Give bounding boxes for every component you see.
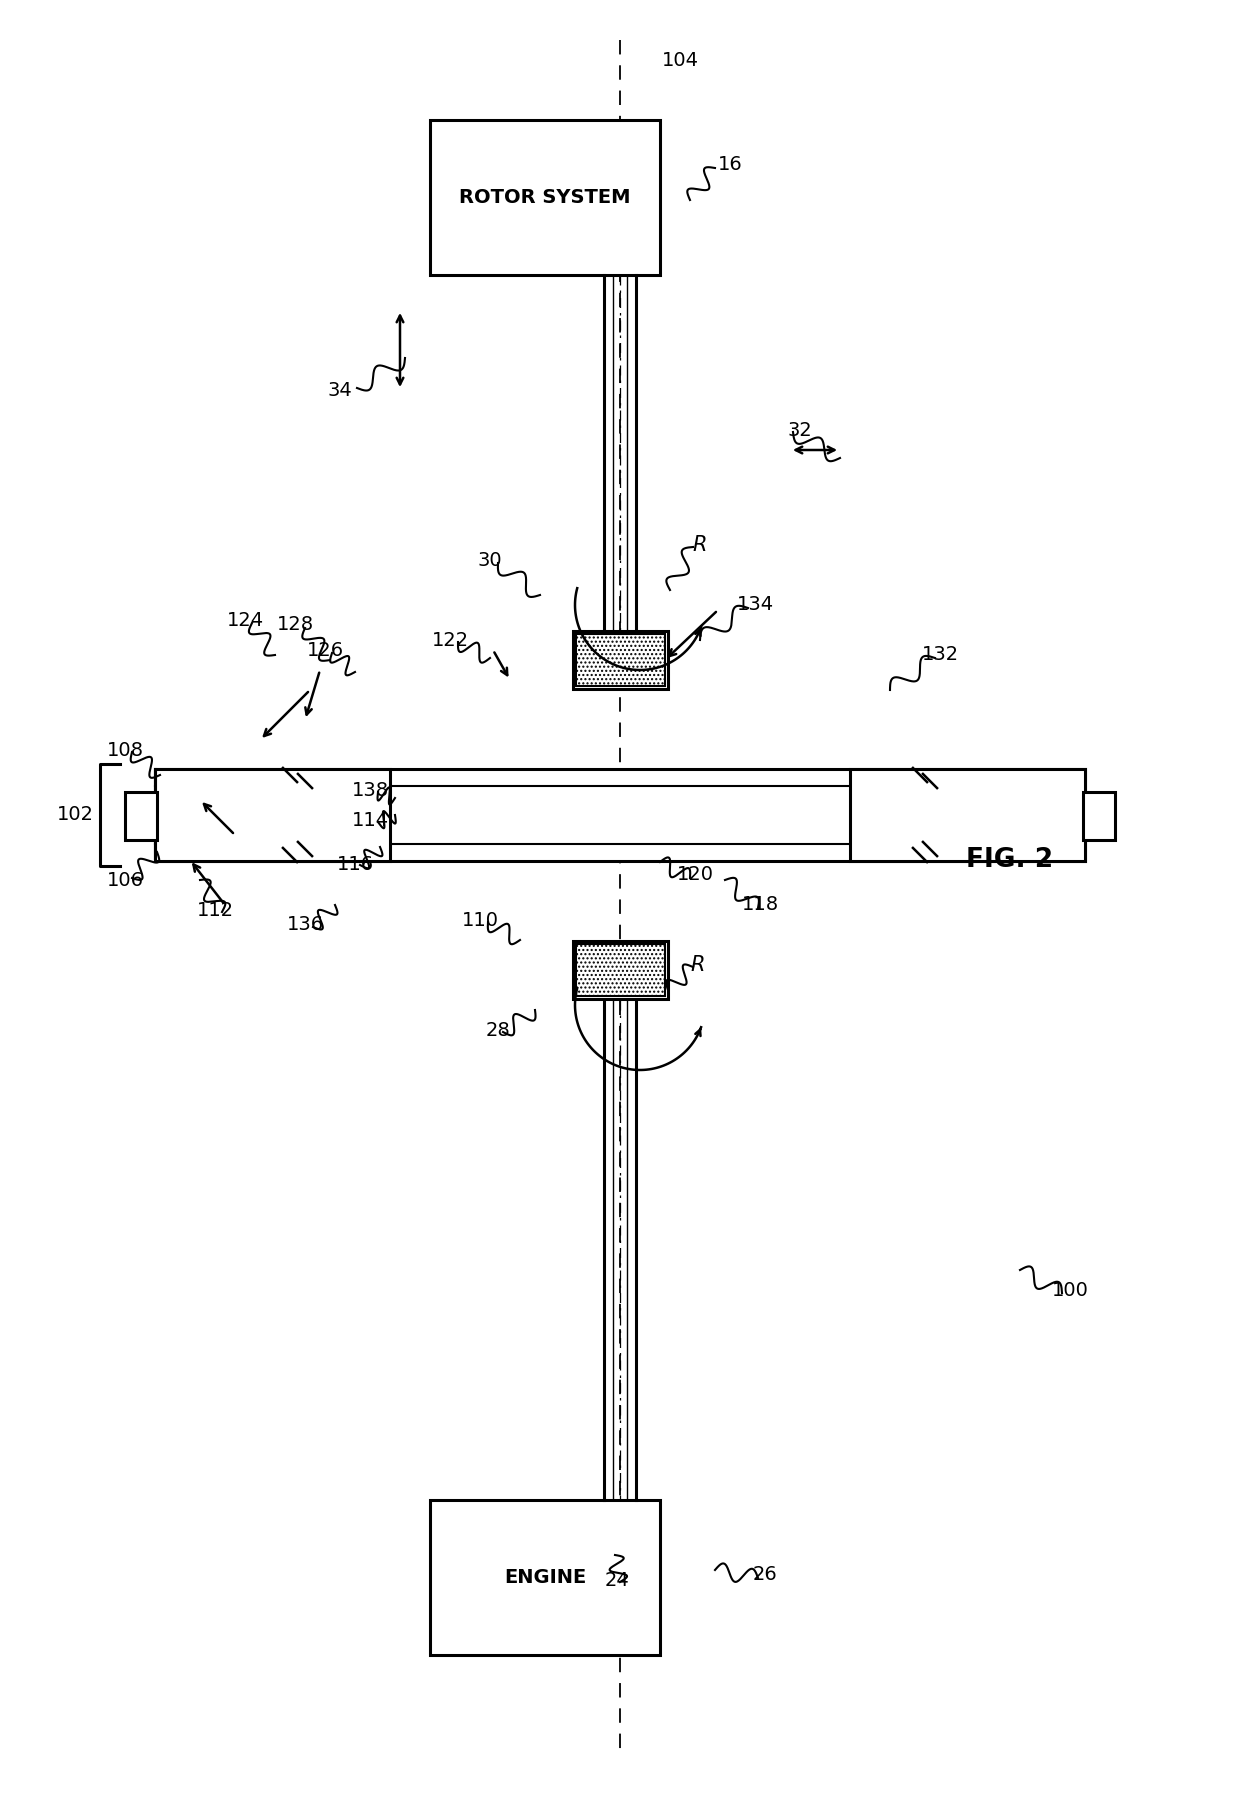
Bar (573, 631, 667, 689)
Bar (1083, 791, 1115, 840)
Text: 138: 138 (351, 780, 388, 800)
Bar (849, 770, 1085, 861)
Bar (573, 940, 667, 1000)
Text: 28: 28 (486, 1021, 511, 1039)
Bar (430, 120, 660, 275)
Text: 136: 136 (286, 915, 324, 935)
Text: 24: 24 (605, 1570, 630, 1589)
Text: ROTOR SYSTEM: ROTOR SYSTEM (459, 189, 631, 207)
Bar (430, 1500, 660, 1654)
Text: ENGINE: ENGINE (503, 1568, 587, 1588)
Bar (1083, 798, 1085, 832)
Text: 110: 110 (461, 910, 498, 930)
Text: 106: 106 (107, 870, 144, 890)
Text: 122: 122 (432, 631, 469, 649)
Text: 34: 34 (327, 381, 352, 399)
Text: R: R (693, 536, 707, 556)
Bar (575, 944, 665, 996)
Text: 112: 112 (196, 901, 233, 919)
Text: 126: 126 (306, 640, 343, 660)
Text: 102: 102 (57, 806, 93, 825)
Text: 128: 128 (277, 615, 314, 635)
Bar (155, 770, 1085, 861)
Text: 120: 120 (677, 865, 713, 885)
Text: 104: 104 (661, 50, 698, 70)
Bar (155, 798, 157, 832)
Text: 32: 32 (787, 421, 812, 439)
Text: 16: 16 (718, 155, 743, 174)
Text: 118: 118 (742, 895, 779, 915)
Text: FIG. 2: FIG. 2 (966, 847, 1054, 874)
Text: 100: 100 (1052, 1280, 1089, 1300)
Bar (575, 635, 665, 687)
Text: 116: 116 (336, 856, 373, 874)
Text: 114: 114 (351, 811, 388, 829)
Text: 132: 132 (921, 645, 959, 665)
Text: 30: 30 (477, 550, 502, 570)
Bar (155, 770, 391, 861)
Bar (125, 791, 157, 840)
Text: 134: 134 (737, 595, 774, 615)
Text: 26: 26 (753, 1566, 777, 1584)
Text: 108: 108 (107, 741, 144, 759)
Text: 124: 124 (227, 611, 264, 629)
Text: R: R (691, 955, 706, 975)
